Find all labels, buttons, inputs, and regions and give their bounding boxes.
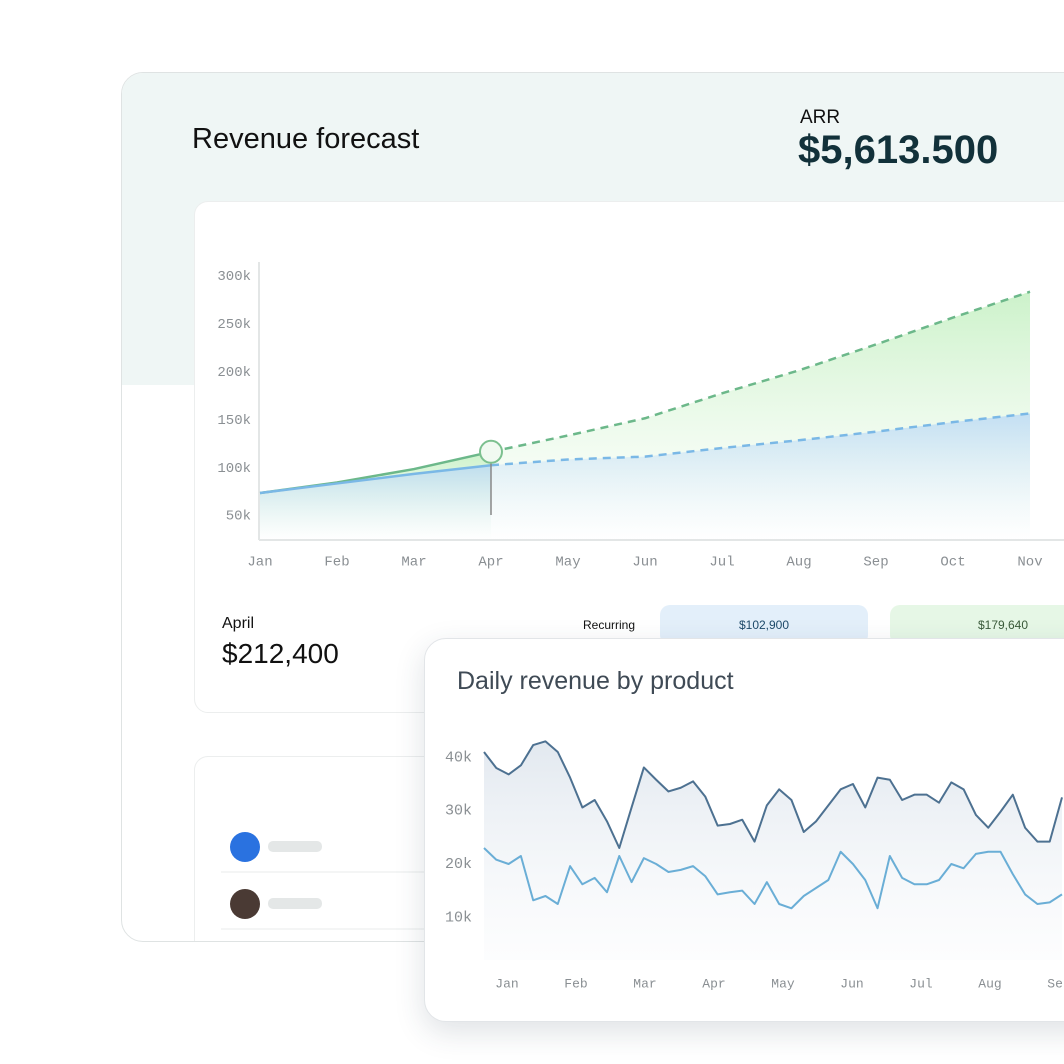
avatar: [230, 889, 260, 919]
x-tick-label: Nov: [1017, 555, 1042, 571]
y-tick-label: 150k: [217, 413, 251, 429]
daily-chart: 10k 20k 30k 40k Jan Feb Mar Apr May Jun Jul Aug Sep: [445, 740, 1064, 991]
series-line: [490, 290, 1031, 454]
x-tick-label: Mar: [633, 976, 656, 991]
area: [260, 465, 491, 540]
forecast-panel: Revenue forecast ARR $5,613.500 April $2…: [121, 72, 1064, 942]
placeholder: [268, 898, 322, 909]
y-tick-label: 10k: [445, 909, 472, 926]
arr-label: ARR: [800, 107, 841, 128]
y-tick-label: 50k: [226, 509, 251, 525]
x-tick-label: Feb: [324, 555, 349, 571]
x-tick-label: Jan: [495, 976, 518, 991]
summary-total: $212,400: [222, 638, 339, 669]
area: [491, 413, 1030, 540]
y-tick-label: 250k: [217, 317, 251, 333]
list-rows: [221, 832, 595, 930]
y-tick-label: 200k: [217, 365, 251, 381]
area: [484, 741, 1062, 960]
series-line: [259, 463, 492, 495]
series-line: [483, 740, 1063, 849]
x-tick-label: May: [555, 555, 580, 571]
y-tick-label: 30k: [445, 803, 472, 820]
highlight-point: [479, 439, 503, 464]
avatar: [230, 832, 260, 862]
x-tick-label: Feb: [564, 976, 587, 991]
x-tick-label: Jun: [840, 976, 863, 991]
placeholder: [268, 841, 322, 852]
x-tick-label: May: [771, 976, 795, 991]
x-tick-label: Apr: [478, 555, 503, 571]
x-tick-label: Jan: [247, 555, 272, 571]
x-tick-label: Apr: [702, 976, 725, 991]
summary-month: April: [222, 615, 255, 632]
summary-label: Recurring: [583, 618, 636, 632]
panel-title: Daily revenue by product: [457, 667, 734, 695]
panel-title: Revenue forecast: [192, 123, 420, 155]
x-tick-label: Aug: [786, 555, 811, 571]
x-tick-label: Mar: [401, 555, 426, 571]
arr-value: $5,613.500: [798, 128, 999, 172]
x-tick-label: Aug: [978, 976, 1001, 991]
y-tick-label: 20k: [445, 856, 472, 873]
daily-panel: Daily revenue by product 10k 20k 30k 40k Jan…: [424, 638, 1064, 1022]
x-tick-label: Sep: [1047, 976, 1064, 991]
x-tick-label: Jun: [632, 555, 657, 571]
x-tick-label: Jul: [709, 555, 734, 571]
y-tick-label: 40k: [445, 749, 472, 766]
x-tick-label: Jul: [909, 976, 933, 991]
y-tick-label: 300k: [217, 269, 251, 285]
series-line: [490, 412, 1031, 467]
y-tick-label: 100k: [217, 461, 251, 477]
x-tick-label: Oct: [940, 555, 965, 571]
series-line: [483, 847, 1063, 910]
x-tick-label: Sep: [863, 555, 888, 571]
